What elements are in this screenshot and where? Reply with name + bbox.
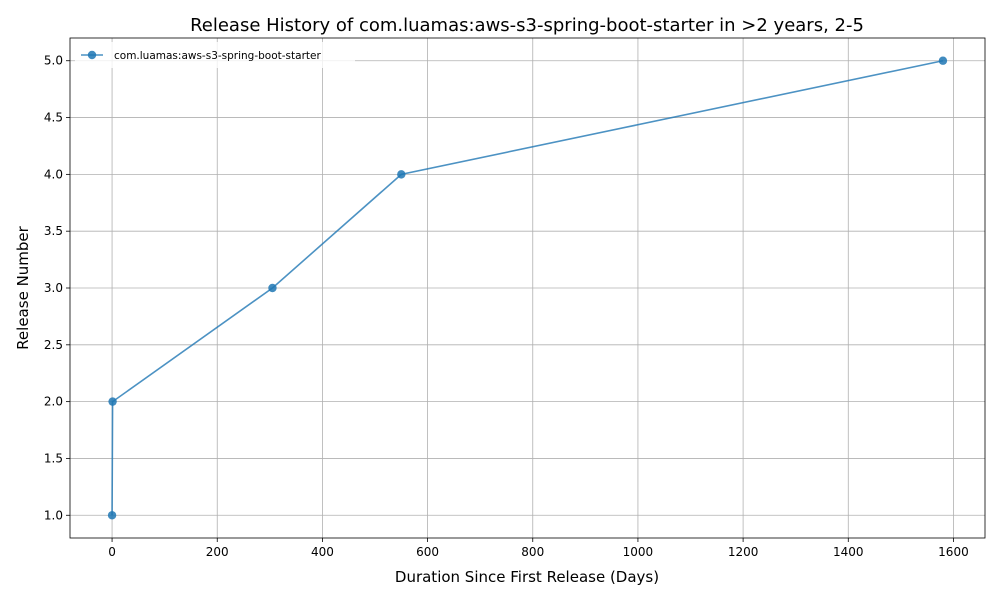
data-point	[107, 511, 117, 520]
x-tick-label: 600	[416, 545, 439, 559]
legend: com.luamas:aws-s3-spring-boot-starter	[75, 42, 355, 68]
legend-marker	[87, 50, 97, 60]
y-tick-label: 5.0	[44, 54, 63, 68]
x-tick-label: 200	[206, 545, 229, 559]
x-tick-label: 1400	[833, 545, 864, 559]
y-axis-label: Release Number	[14, 225, 32, 349]
data-point	[268, 283, 277, 293]
y-tick-label: 4.5	[44, 111, 63, 125]
x-tick-label: 1600	[938, 545, 969, 559]
y-tick-label: 3.0	[44, 281, 63, 295]
data-point	[108, 397, 117, 406]
x-axis-label: Duration Since First Release (Days)	[395, 568, 659, 586]
y-tick-label: 3.5	[44, 224, 63, 238]
y-tick-label: 2.0	[44, 395, 63, 409]
x-tick-label: 400	[311, 545, 334, 559]
x-tick-label: 800	[521, 545, 544, 559]
x-tick-label: 0	[108, 545, 116, 559]
series-layer	[107, 56, 948, 520]
data-point	[397, 170, 406, 179]
ticks: 0 200 400 600 800 1000 1200 1400 1600 1.0 1.5 2.0 2.…	[44, 54, 969, 559]
y-tick-label: 4.0	[44, 167, 63, 181]
grid	[70, 38, 985, 538]
x-tick-label: 1200	[728, 545, 759, 559]
y-tick-label: 1.5	[44, 451, 63, 465]
y-tick-label: 1.0	[44, 508, 63, 522]
legend-label: com.luamas:aws-s3-spring-boot-starter	[114, 50, 321, 62]
chart-title: Release History of com.luamas:aws-s3-spr…	[190, 15, 864, 36]
x-tick-label: 1000	[623, 545, 654, 559]
data-point	[938, 56, 948, 65]
y-tick-label: 2.5	[44, 338, 63, 352]
legend-box	[75, 42, 355, 68]
